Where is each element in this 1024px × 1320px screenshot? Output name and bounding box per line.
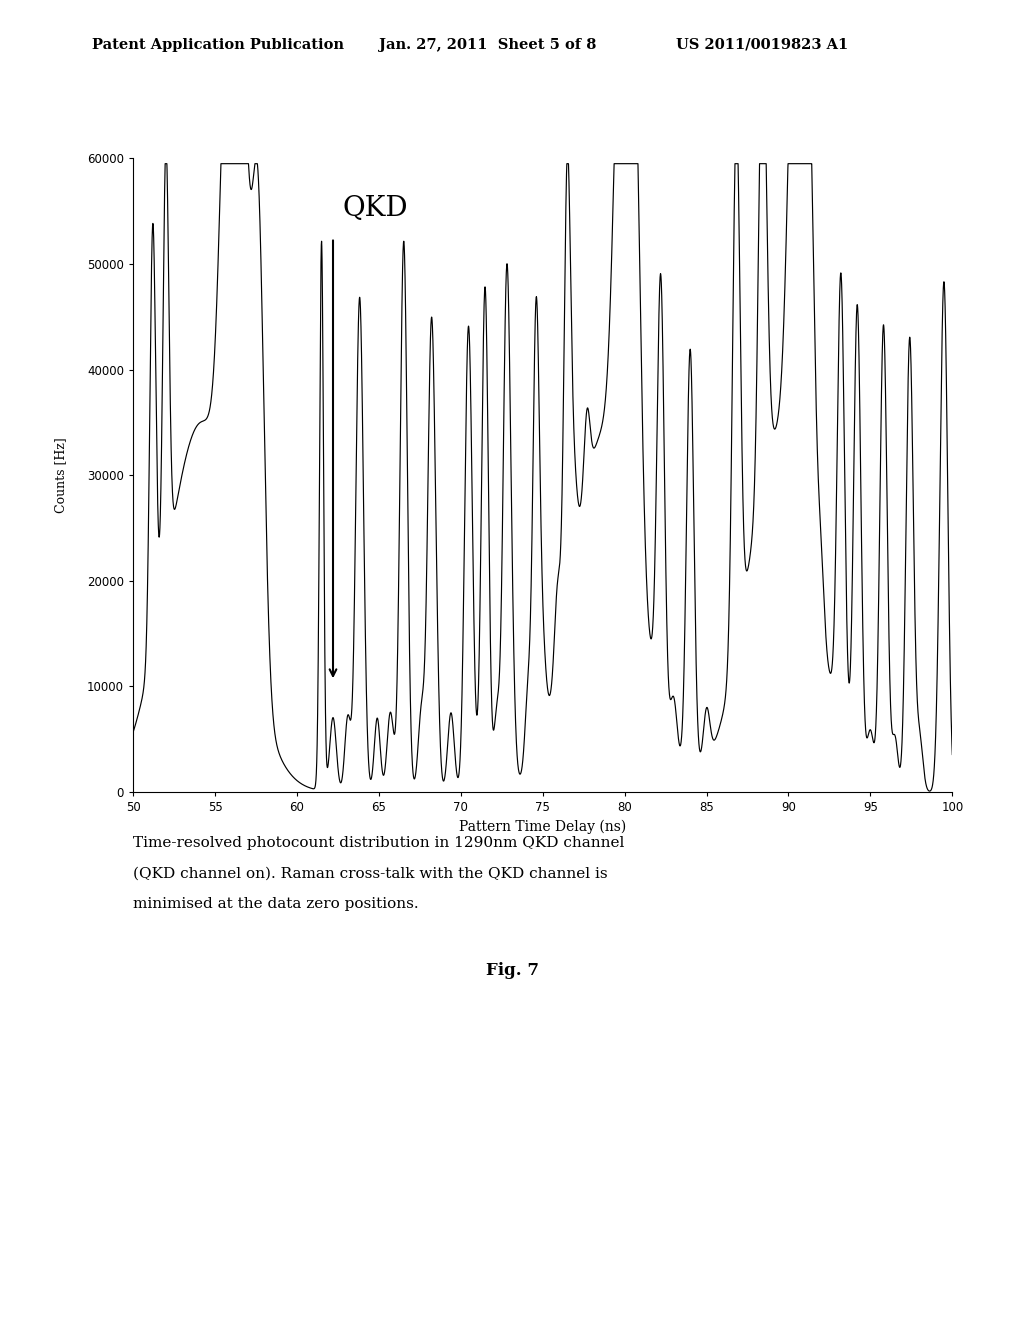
Text: QKD: QKD [343,195,409,223]
Text: Patent Application Publication: Patent Application Publication [92,38,344,51]
Text: Jan. 27, 2011  Sheet 5 of 8: Jan. 27, 2011 Sheet 5 of 8 [379,38,596,51]
Text: Time-resolved photocount distribution in 1290nm QKD channel: Time-resolved photocount distribution in… [133,837,625,850]
X-axis label: Pattern Time Delay (ns): Pattern Time Delay (ns) [459,820,627,834]
Text: Fig. 7: Fig. 7 [485,962,539,979]
Text: (QKD channel on). Raman cross-talk with the QKD channel is: (QKD channel on). Raman cross-talk with … [133,867,608,880]
Y-axis label: Counts [Hz]: Counts [Hz] [54,437,68,513]
Text: US 2011/0019823 A1: US 2011/0019823 A1 [676,38,848,51]
Text: minimised at the data zero positions.: minimised at the data zero positions. [133,898,419,911]
